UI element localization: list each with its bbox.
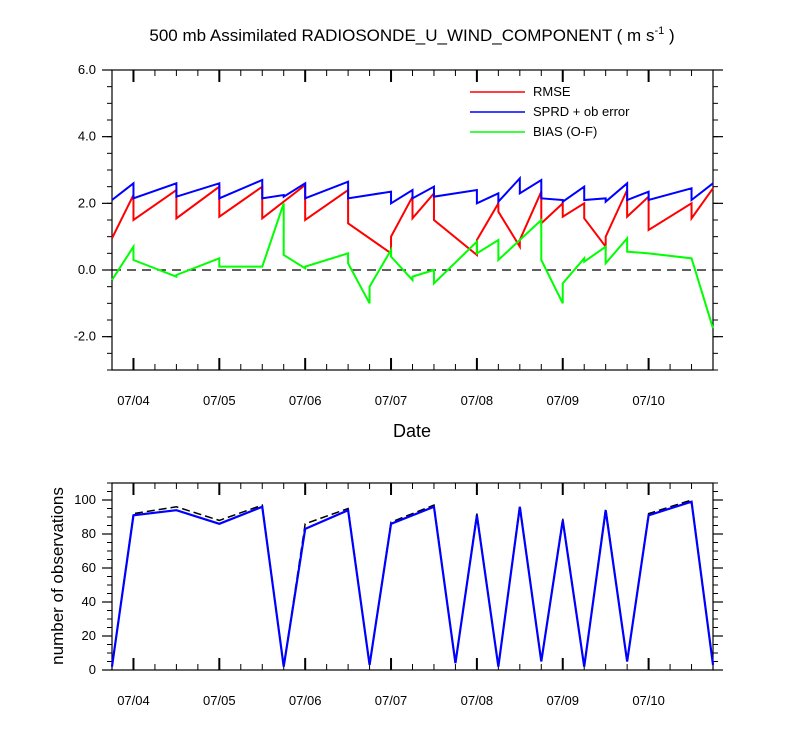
top-x-tick-label: 07/07 bbox=[375, 393, 408, 408]
legend-label-sprd: SPRD + ob error bbox=[533, 104, 630, 119]
top-y-tick-label: 6.0 bbox=[78, 62, 96, 77]
bottom-y-tick-label: 60 bbox=[82, 560, 96, 575]
series-line-sprd bbox=[111, 175, 714, 206]
bottom-x-tick-label: 07/04 bbox=[117, 693, 150, 708]
nobs-line-nobs_total bbox=[111, 499, 714, 667]
bottom-x-tick-label: 07/07 bbox=[375, 693, 408, 708]
nobs-line-nobs_used bbox=[110, 500, 715, 667]
bottom-plot-series bbox=[110, 499, 715, 667]
bottom-y-tick-label: 0 bbox=[89, 662, 96, 677]
bottom-x-tick-label: 07/05 bbox=[203, 693, 236, 708]
top-xlabel: Date bbox=[393, 421, 431, 441]
top-x-tick-label: 07/05 bbox=[203, 393, 236, 408]
bottom-x-tick-label: 07/06 bbox=[289, 693, 322, 708]
legend-label-rmse: RMSE bbox=[533, 84, 571, 99]
top-plot-series bbox=[111, 175, 714, 329]
top-y-tick-label: 2.0 bbox=[78, 195, 96, 210]
chart-title-superscript: -1 bbox=[654, 25, 664, 37]
bottom-plot-axes: 07/04 07/05 07/06 07/07 07/08 07/09 07/10 100 80… bbox=[74, 482, 723, 708]
bottom-x-tick-label: 07/08 bbox=[461, 693, 494, 708]
top-plot-legend: RMSE SPRD + ob error BIAS (O-F) bbox=[470, 84, 630, 139]
series-line-bias bbox=[111, 203, 714, 329]
bottom-y-tick-label: 40 bbox=[82, 594, 96, 609]
bottom-y-tick-label: 20 bbox=[82, 628, 96, 643]
legend-label-bias: BIAS (O-F) bbox=[533, 124, 597, 139]
chart-title-main: 500 mb Assimilated RADIOSONDE_U_WIND_COM… bbox=[149, 26, 654, 45]
bottom-y-tick-label: 80 bbox=[82, 526, 96, 541]
top-x-tick-label: 07/10 bbox=[632, 393, 665, 408]
bottom-y-tick-label: 100 bbox=[74, 492, 96, 507]
top-plot-axes: 07/04 07/05 07/06 07/07 07/08 07/09 07/10 6.0 4.… bbox=[74, 62, 723, 408]
top-x-tick-label: 07/04 bbox=[117, 393, 150, 408]
top-y-tick-label: -2.0 bbox=[74, 329, 96, 344]
bottom-plot-frame bbox=[111, 482, 714, 671]
top-x-tick-label: 07/09 bbox=[546, 393, 579, 408]
chart-title-end: ) bbox=[664, 26, 674, 45]
top-y-tick-label: 0.0 bbox=[78, 262, 96, 277]
top-x-tick-label: 07/08 bbox=[461, 393, 494, 408]
chart-title: 500 mb Assimilated RADIOSONDE_U_WIND_COM… bbox=[149, 25, 674, 45]
top-y-tick-label: 4.0 bbox=[78, 129, 96, 144]
bottom-x-tick-label: 07/10 bbox=[632, 693, 665, 708]
bottom-ylabel: number of observations bbox=[48, 487, 67, 665]
top-x-tick-label: 07/06 bbox=[289, 393, 322, 408]
bottom-x-tick-label: 07/09 bbox=[546, 693, 579, 708]
